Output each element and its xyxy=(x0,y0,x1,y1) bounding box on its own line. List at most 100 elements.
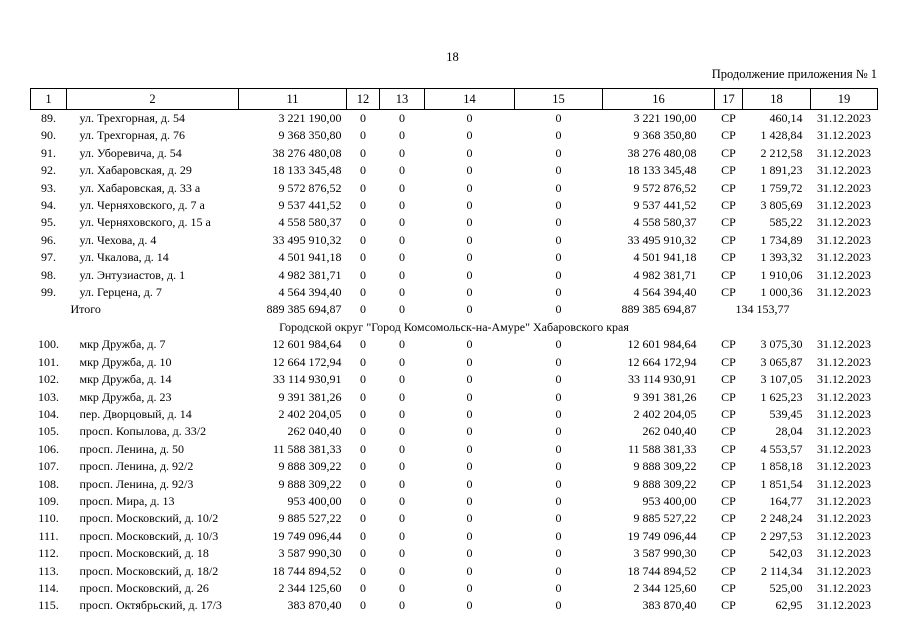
cell-c11: 12 664 172,94 xyxy=(272,354,342,369)
cell-c16: 18 133 345,48 xyxy=(627,163,697,178)
table-row: 109. просп. Мира, д. 13 953 400,00 0 0 0 0 953 … xyxy=(31,493,878,510)
cell-c15: 0 xyxy=(555,337,562,352)
table-row: 100. мкр Дружба, д. 7 12 601 984,64 0 0 0 0 12 … xyxy=(31,336,878,353)
cell-num: 114. xyxy=(38,580,59,595)
cell-c18: 2 248,24 xyxy=(760,511,803,526)
column-header-17: 17 xyxy=(714,88,743,110)
cell-c14: 0 xyxy=(466,528,473,543)
cell-c16: 262 040,40 xyxy=(642,424,697,439)
cell-c13: 0 xyxy=(399,145,405,160)
cell-num: 113. xyxy=(38,563,59,578)
cell-c18: 1 000,36 xyxy=(760,285,803,300)
cell-c18: 525,00 xyxy=(769,580,803,595)
table-row: 102. мкр Дружба, д. 14 33 114 930,91 0 0 0 0 33… xyxy=(31,371,878,388)
cell-c18: 1 625,23 xyxy=(760,389,803,404)
cell-num: 106. xyxy=(38,441,59,456)
cell-num: 92. xyxy=(41,163,56,178)
cell-c16: 9 537 441,52 xyxy=(633,198,697,213)
cell-c13: 0 xyxy=(399,511,405,526)
cell-c18: 1 910,06 xyxy=(760,267,803,282)
cell-c15: 0 xyxy=(555,493,562,508)
cell-num: 100. xyxy=(38,337,59,352)
cell-c14: 0 xyxy=(466,145,473,160)
cell-c17: СР xyxy=(721,372,736,387)
cell-address: ул. Черняховского, д. 15 а xyxy=(79,215,211,230)
cell-c18: 1 759,72 xyxy=(760,180,803,195)
cell-c14: 0 xyxy=(466,580,473,595)
cell-c11: 383 870,40 xyxy=(287,598,342,613)
cell-c14: 0 xyxy=(466,511,473,526)
total-cell-c19 xyxy=(811,301,878,318)
table-row: 95. ул. Черняховского, д. 15 а 4 558 580,3… xyxy=(31,214,878,231)
cell-c11: 9 391 381,26 xyxy=(278,389,342,404)
total-cell-c15: 0 xyxy=(555,302,562,317)
cell-c13: 0 xyxy=(399,546,405,561)
cell-c14: 0 xyxy=(466,354,473,369)
cell-c13: 0 xyxy=(399,406,405,421)
cell-c15: 0 xyxy=(555,267,562,282)
cell-address: просп. Ленина, д. 92/2 xyxy=(79,459,194,474)
cell-c14: 0 xyxy=(466,424,473,439)
table-header-row: 1 2 11 12 13 14 15 16 17 18 19 xyxy=(30,88,878,110)
cell-c14: 0 xyxy=(466,180,473,195)
cell-c13: 0 xyxy=(399,476,405,491)
cell-c15: 0 xyxy=(555,546,562,561)
cell-num: 107. xyxy=(38,459,59,474)
cell-num: 96. xyxy=(41,232,56,247)
cell-c12: 0 xyxy=(360,111,366,125)
cell-c16: 3 221 190,00 xyxy=(633,111,697,125)
cell-c12: 0 xyxy=(360,180,366,195)
cell-c14: 0 xyxy=(466,546,473,561)
cell-c14: 0 xyxy=(466,441,473,456)
cell-address: просп. Московский, д. 10/3 xyxy=(79,528,219,543)
cell-c12: 0 xyxy=(360,389,366,404)
cell-c17: СР xyxy=(721,511,736,526)
cell-c18: 3 075,30 xyxy=(760,337,803,352)
cell-c14: 0 xyxy=(466,250,473,265)
cell-c13: 0 xyxy=(399,128,405,143)
column-header-18: 18 xyxy=(742,88,811,110)
cell-c12: 0 xyxy=(360,580,366,595)
cell-c11: 38 276 480,08 xyxy=(272,145,342,160)
cell-c12: 0 xyxy=(360,337,366,352)
cell-c19: 31.12.2023 xyxy=(817,372,871,387)
cell-c19: 31.12.2023 xyxy=(817,215,871,230)
cell-c12: 0 xyxy=(360,128,366,143)
cell-c13: 0 xyxy=(399,232,405,247)
total-cell-c11: 889 385 694,87 xyxy=(266,302,342,317)
cell-c15: 0 xyxy=(555,389,562,404)
cell-c11: 4 564 394,40 xyxy=(278,285,342,300)
column-header-19: 19 xyxy=(810,88,878,110)
cell-c12: 0 xyxy=(360,459,366,474)
cell-c11: 9 368 350,80 xyxy=(278,128,342,143)
cell-c13: 0 xyxy=(399,163,405,178)
cell-c18: 1 851,54 xyxy=(760,476,803,491)
cell-c19: 31.12.2023 xyxy=(817,163,871,178)
cell-c19: 31.12.2023 xyxy=(817,598,871,613)
cell-c15: 0 xyxy=(555,511,562,526)
table-row: 103. мкр Дружба, д. 23 9 391 381,26 0 0 0 0 9 3… xyxy=(31,389,878,406)
cell-c19: 31.12.2023 xyxy=(817,389,871,404)
cell-c19: 31.12.2023 xyxy=(817,441,871,456)
cell-c17: СР xyxy=(721,250,736,265)
cell-c14: 0 xyxy=(466,215,473,230)
cell-address: ул. Уборевича, д. 54 xyxy=(79,145,182,160)
cell-c18: 1 891,23 xyxy=(760,163,803,178)
table-row: 91. ул. Уборевича, д. 54 38 276 480,08 0 0 0 0… xyxy=(31,145,878,162)
table-row: 114. просп. Московский, д. 26 2 344 125,60… xyxy=(31,580,878,597)
cell-c15: 0 xyxy=(555,250,562,265)
section-row: Городской округ "Город Комсомольск-на-Ам… xyxy=(31,319,878,336)
cell-c15: 0 xyxy=(555,441,562,456)
cell-c11: 953 400,00 xyxy=(287,493,342,508)
cell-address: ул. Трехгорная, д. 76 xyxy=(79,128,186,143)
cell-c18: 2 114,34 xyxy=(760,563,803,578)
cell-c16: 2 402 204,05 xyxy=(633,406,697,421)
cell-c13: 0 xyxy=(399,337,405,352)
cell-c11: 33 495 910,32 xyxy=(272,232,342,247)
cell-c14: 0 xyxy=(466,476,473,491)
table-row: 115. просп. Октябрьский, д. 17/3 383 870,4… xyxy=(31,597,878,614)
cell-c12: 0 xyxy=(360,267,366,282)
column-header-1: 1 xyxy=(30,88,67,110)
cell-c19: 31.12.2023 xyxy=(817,145,871,160)
cell-c14: 0 xyxy=(466,111,473,125)
